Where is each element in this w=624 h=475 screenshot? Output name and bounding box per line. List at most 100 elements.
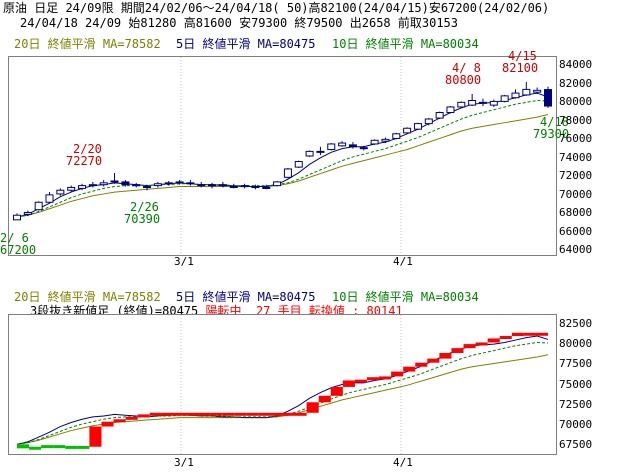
candle-body <box>294 161 303 168</box>
y-tick-label: 78000 <box>559 113 593 127</box>
new-price-bar <box>17 444 30 449</box>
header-line-2: 24/04/18 24/09 始81280 高81600 安79300 終795… <box>20 16 459 30</box>
candle-body <box>110 180 119 183</box>
new-price-bar <box>354 379 367 383</box>
annotation-last-date: 4/18 <box>540 115 569 129</box>
ma20-legend: 20日 終値平滑 MA=78582 <box>14 37 161 51</box>
new-price-bar <box>306 402 319 413</box>
new-price-bar <box>161 412 174 416</box>
annotation-peak2-date: 4/ 8 <box>452 61 481 75</box>
new-price-bar <box>101 421 114 427</box>
new-price-bar <box>125 416 138 420</box>
candle-body <box>359 147 368 150</box>
new-price-bar <box>403 366 416 372</box>
y-tick-label: 72000 <box>559 169 593 183</box>
candle-body <box>240 185 249 188</box>
y-tick-label: 82500 <box>559 317 593 331</box>
new-price-bar <box>149 412 162 416</box>
candlestick-chart-panel[interactable] <box>8 56 557 256</box>
new-price-bar <box>523 332 536 336</box>
candle-body <box>348 144 357 148</box>
candle-body <box>424 118 433 125</box>
candle-body <box>392 133 401 139</box>
x-tick-apr: 4/1 <box>393 255 413 268</box>
candle-body <box>435 112 444 119</box>
y-tick-label: 68000 <box>559 206 593 220</box>
candle-body <box>13 214 21 221</box>
candle-body <box>218 184 227 187</box>
new-price-bar-chart-panel[interactable] <box>8 314 557 455</box>
ma5-legend-lower: 5日 終値平滑 MA=80475 <box>176 290 316 304</box>
candle-body <box>511 92 520 99</box>
header-line-1: 原油 日足 24/09限 期間24/02/06～24/04/18( 50)高82… <box>3 1 550 15</box>
candle-body <box>175 181 184 184</box>
y-tick-label: 76000 <box>559 132 593 146</box>
new-price-bar <box>342 380 355 387</box>
candle-body <box>316 150 325 153</box>
candle-body <box>164 182 173 185</box>
annotation-last-value: 79300 <box>533 127 570 141</box>
new-price-bar <box>77 445 90 449</box>
new-price-bar <box>379 376 392 380</box>
annotation-trough-value: 70390 <box>124 212 161 226</box>
new-price-bar <box>41 445 54 449</box>
ma-line <box>16 99 549 218</box>
new-price-bar <box>173 412 186 416</box>
candle-body <box>370 139 379 145</box>
new-price-bar <box>427 358 440 363</box>
annotation-peak1-value: 72270 <box>66 154 103 168</box>
new-price-bar <box>246 412 259 416</box>
new-price-bar <box>185 412 199 416</box>
annotation-high-value: 82100 <box>502 61 539 75</box>
new-price-bar <box>282 412 295 416</box>
ma10-legend: 10日 終値平滑 MA=80034 <box>332 37 479 51</box>
candle-body <box>500 95 509 102</box>
annotation-peak2-value: 80800 <box>445 73 482 87</box>
candle-body <box>34 201 43 211</box>
candle-body <box>273 181 282 187</box>
new-price-bar <box>318 395 331 403</box>
new-price-bar <box>330 386 343 396</box>
candle-body <box>522 88 531 96</box>
new-price-bar <box>451 348 464 353</box>
candle-body <box>533 89 542 93</box>
y-tick-label: 80000 <box>559 337 593 351</box>
y-tick-label: 66000 <box>559 224 593 238</box>
candle-body <box>338 142 347 147</box>
x-tick-mar: 3/1 <box>174 255 194 268</box>
ma-line <box>16 341 549 445</box>
candle-body <box>283 168 292 178</box>
y-tick-label: 64000 <box>559 243 593 257</box>
ma-line <box>16 114 549 218</box>
candle-body <box>468 99 477 106</box>
candle-body <box>67 186 76 191</box>
candle-body <box>262 186 271 189</box>
candle-body <box>45 194 54 203</box>
candle-body <box>132 184 141 187</box>
y-tick-label: 74000 <box>559 150 593 164</box>
x-tick-mar-lower: 3/1 <box>174 456 194 469</box>
new-price-bar <box>535 332 548 336</box>
candlestick-chart <box>13 57 552 255</box>
new-price-bar <box>234 412 247 416</box>
candle-body <box>229 186 238 189</box>
candle-body <box>403 127 412 134</box>
candle-body <box>121 181 130 186</box>
annotation-low-date: 2/ 6 <box>0 231 29 245</box>
candle-body <box>56 189 65 195</box>
new-price-bar <box>198 412 211 416</box>
y-tick-label: 67500 <box>559 438 593 452</box>
y-tick-label: 77500 <box>559 357 593 371</box>
candle-body <box>251 186 260 189</box>
new-price-bar <box>415 362 428 367</box>
candle-body <box>457 101 466 108</box>
ma10-legend-lower: 10日 終値平滑 MA=80034 <box>332 290 479 304</box>
candle-body <box>99 182 108 186</box>
candle-body <box>413 123 422 130</box>
x-tick-apr-lower: 4/1 <box>393 456 413 469</box>
candle-body <box>446 106 455 114</box>
new-price-bar <box>270 412 283 416</box>
candle-body <box>478 101 487 104</box>
new-price-bar <box>475 342 488 346</box>
annotation-high-date: 4/15 <box>508 49 537 63</box>
